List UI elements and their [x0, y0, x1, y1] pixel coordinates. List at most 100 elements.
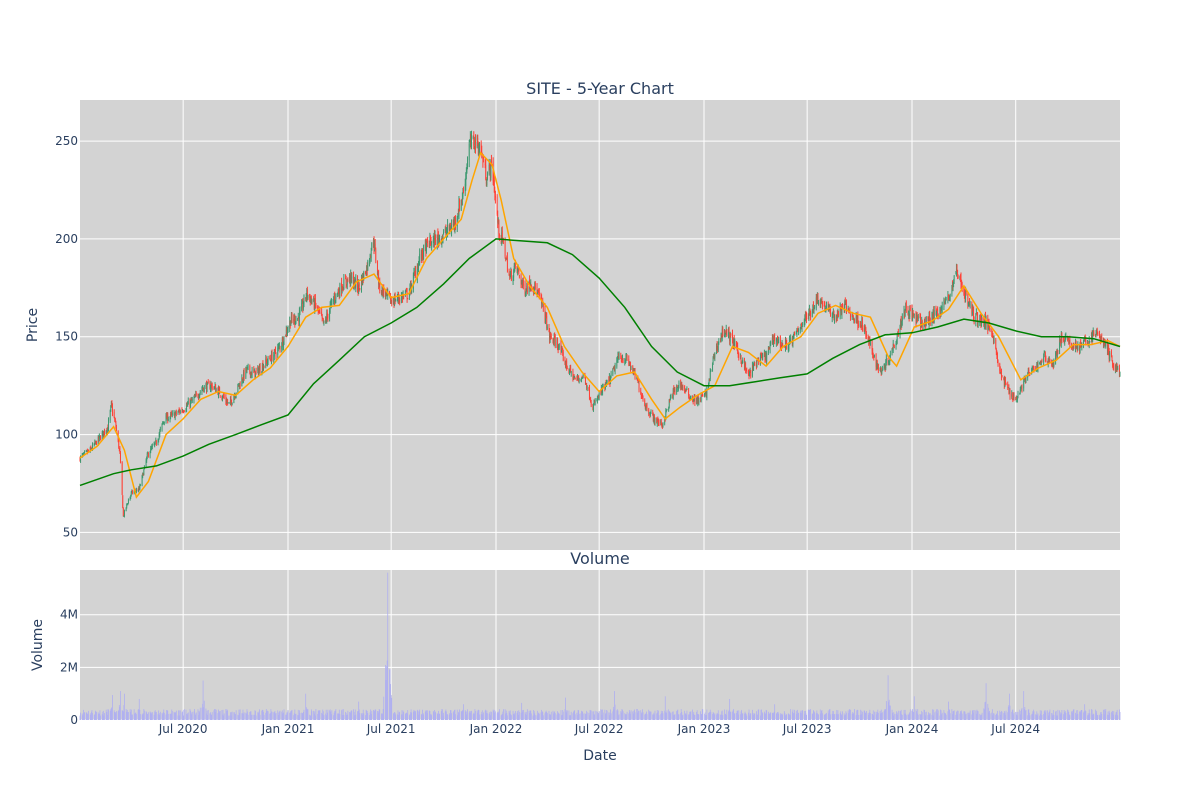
volume-bar: [582, 711, 584, 720]
volume-bar: [945, 713, 947, 720]
volume-bar: [1031, 713, 1033, 720]
price-candle-body: [453, 221, 455, 226]
volume-bar: [977, 711, 979, 720]
volume-bar: [553, 713, 554, 720]
volume-bar: [852, 713, 854, 720]
price-candle-body: [709, 371, 711, 379]
price-candle-body: [375, 249, 377, 261]
volume-bar: [1037, 713, 1039, 720]
volume-bar: [195, 712, 197, 720]
price-candle-body: [334, 296, 336, 301]
price-candle-body: [398, 295, 399, 300]
volume-bar: [562, 711, 564, 720]
price-candle-body: [959, 277, 961, 280]
volume-bar: [95, 711, 97, 720]
price-candle-body: [817, 296, 819, 304]
volume-bar: [1008, 705, 1010, 720]
volume-bar: [741, 709, 743, 720]
volume-bar: [147, 712, 149, 720]
volume-bar: [493, 710, 495, 720]
price-candle-body: [561, 348, 563, 350]
volume-bar: [1043, 711, 1045, 720]
volume-bar: [1045, 710, 1047, 720]
price-candle-body: [301, 303, 303, 311]
volume-bar: [505, 713, 507, 720]
volume-bar: [956, 714, 958, 720]
price-candle-body: [231, 400, 232, 405]
volume-bar: [900, 709, 902, 720]
volume-bar: [234, 713, 236, 720]
volume-bar: [903, 709, 905, 720]
volume-bar: [149, 711, 151, 720]
price-candle-body: [159, 430, 161, 435]
volume-bar: [896, 711, 898, 720]
volume-bar: [696, 710, 698, 720]
volume-bar: [636, 709, 638, 720]
price-candle-body: [145, 460, 147, 467]
volume-bar: [660, 710, 662, 720]
volume-bars: [79, 572, 1121, 720]
price-candle-body: [513, 265, 515, 271]
price-candle-body: [622, 357, 623, 360]
volume-bar: [530, 710, 532, 720]
price-candle-body: [253, 369, 255, 372]
volume-bar: [754, 713, 756, 720]
price-candle-body: [166, 414, 168, 419]
volume-bar: [501, 714, 503, 720]
volume-bar: [287, 712, 288, 720]
volume-bar: [538, 712, 540, 720]
price-candle-body: [999, 364, 1001, 371]
volume-bar: [697, 714, 699, 720]
price-candle-body: [1115, 367, 1117, 372]
volume-bar: [255, 711, 256, 720]
volume-bar: [520, 712, 522, 720]
volume-bar: [330, 711, 332, 720]
volume-bar: [317, 713, 319, 720]
price-candle-body: [546, 315, 548, 329]
volume-bar: [306, 709, 308, 720]
volume-bar: [972, 710, 974, 720]
volume-bar: [214, 709, 215, 720]
volume-bar: [262, 710, 264, 720]
volume-bar: [528, 710, 530, 720]
price-candle-body: [641, 395, 643, 397]
volume-bar: [113, 710, 115, 720]
price-candle-body: [901, 321, 903, 325]
volume-bar: [446, 711, 447, 720]
volume-bar: [952, 711, 954, 720]
volume-bar: [682, 714, 684, 720]
volume-bar: [79, 715, 81, 720]
price-candle-body: [865, 327, 867, 335]
price-candle-body: [183, 411, 185, 413]
volume-bar: [311, 711, 313, 720]
volume-bar: [549, 714, 550, 720]
price-candle-body: [685, 389, 687, 391]
volume-bar: [391, 697, 393, 720]
volume-bar: [1059, 714, 1061, 720]
volume-bar: [839, 713, 841, 720]
volume-bar: [815, 713, 817, 720]
volume-bar: [729, 711, 731, 720]
price-candle-body: [381, 291, 382, 293]
volume-bar: [230, 715, 232, 720]
price-candle-body: [187, 400, 189, 405]
price-candle-body: [327, 314, 329, 318]
volume-bar: [613, 709, 615, 720]
price-candle-body: [301, 301, 303, 304]
price-candle-body: [640, 393, 642, 397]
price-candle-body: [870, 342, 871, 346]
volume-bar: [334, 710, 336, 720]
volume-bar: [904, 713, 905, 720]
volume-bar: [983, 709, 985, 720]
price-candle-body: [860, 322, 862, 324]
price-candle-body: [462, 190, 464, 197]
price-candle-body: [857, 314, 859, 326]
price-candle-body: [665, 410, 667, 418]
volume-bar: [509, 710, 511, 720]
price-candle-body: [199, 391, 201, 394]
price-candle-body: [170, 412, 172, 414]
volume-bar: [489, 712, 491, 720]
price-candle-body: [447, 224, 448, 233]
volume-bar: [265, 712, 267, 720]
volume-bar: [654, 714, 655, 720]
